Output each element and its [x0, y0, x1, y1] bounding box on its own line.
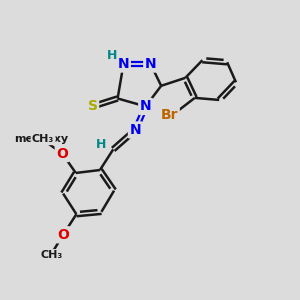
Text: O: O	[56, 146, 68, 161]
Text: N: N	[145, 57, 156, 71]
Text: methoxy: methoxy	[15, 134, 69, 144]
Text: Br: Br	[161, 108, 178, 122]
Text: H: H	[96, 138, 106, 151]
Text: S: S	[88, 99, 98, 113]
Text: N: N	[130, 123, 141, 137]
Text: H: H	[107, 49, 118, 62]
Text: N: N	[140, 99, 152, 113]
Text: CH₃: CH₃	[32, 134, 54, 144]
Text: CH₃: CH₃	[41, 250, 63, 260]
Text: O: O	[57, 228, 69, 242]
Text: N: N	[118, 57, 129, 71]
